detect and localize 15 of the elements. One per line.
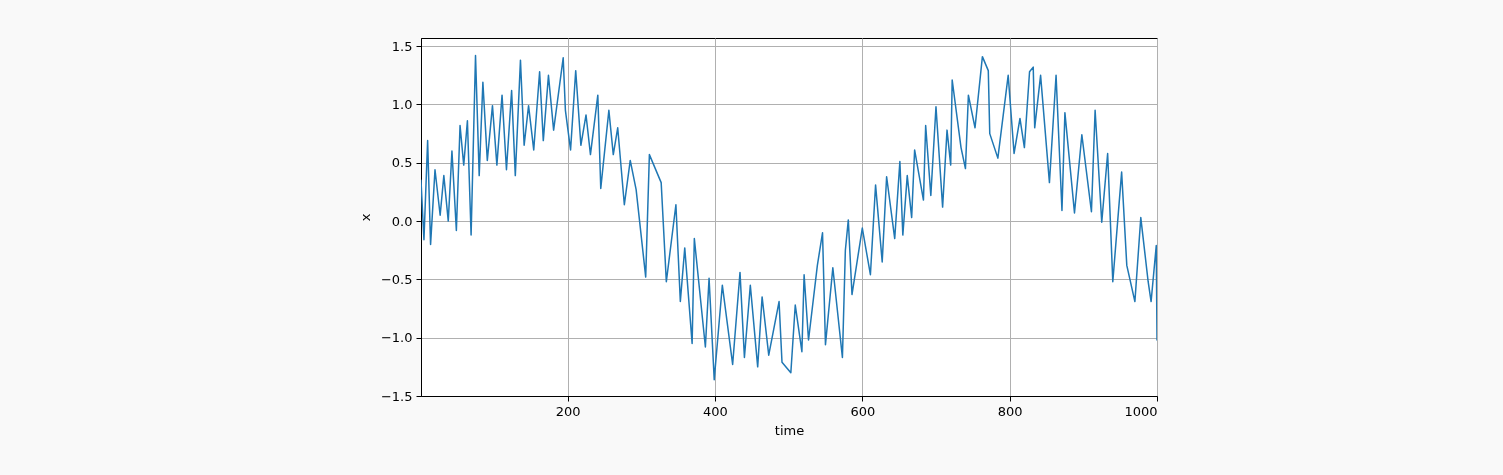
x-axis-title: time bbox=[774, 422, 805, 438]
x-tick-label: 800 bbox=[997, 403, 1023, 419]
x-tick-label: 600 bbox=[850, 403, 876, 419]
y-tick-label: −0.5 bbox=[380, 271, 413, 287]
x-tick-label: 400 bbox=[703, 403, 728, 419]
y-tick-label: 1.0 bbox=[391, 96, 413, 112]
y-tick-label: −1.5 bbox=[380, 388, 413, 404]
y-tick-label: −1.0 bbox=[380, 330, 413, 346]
y-axis-title: x bbox=[357, 213, 373, 222]
x-tick-label: 1000 bbox=[1124, 403, 1158, 419]
line-series bbox=[421, 54, 1157, 381]
y-tick-label: 0.5 bbox=[391, 155, 413, 171]
x-tick-label: 200 bbox=[555, 403, 581, 419]
y-tick-label: 0.0 bbox=[391, 213, 413, 229]
y-tick-label: 1.5 bbox=[391, 38, 413, 54]
